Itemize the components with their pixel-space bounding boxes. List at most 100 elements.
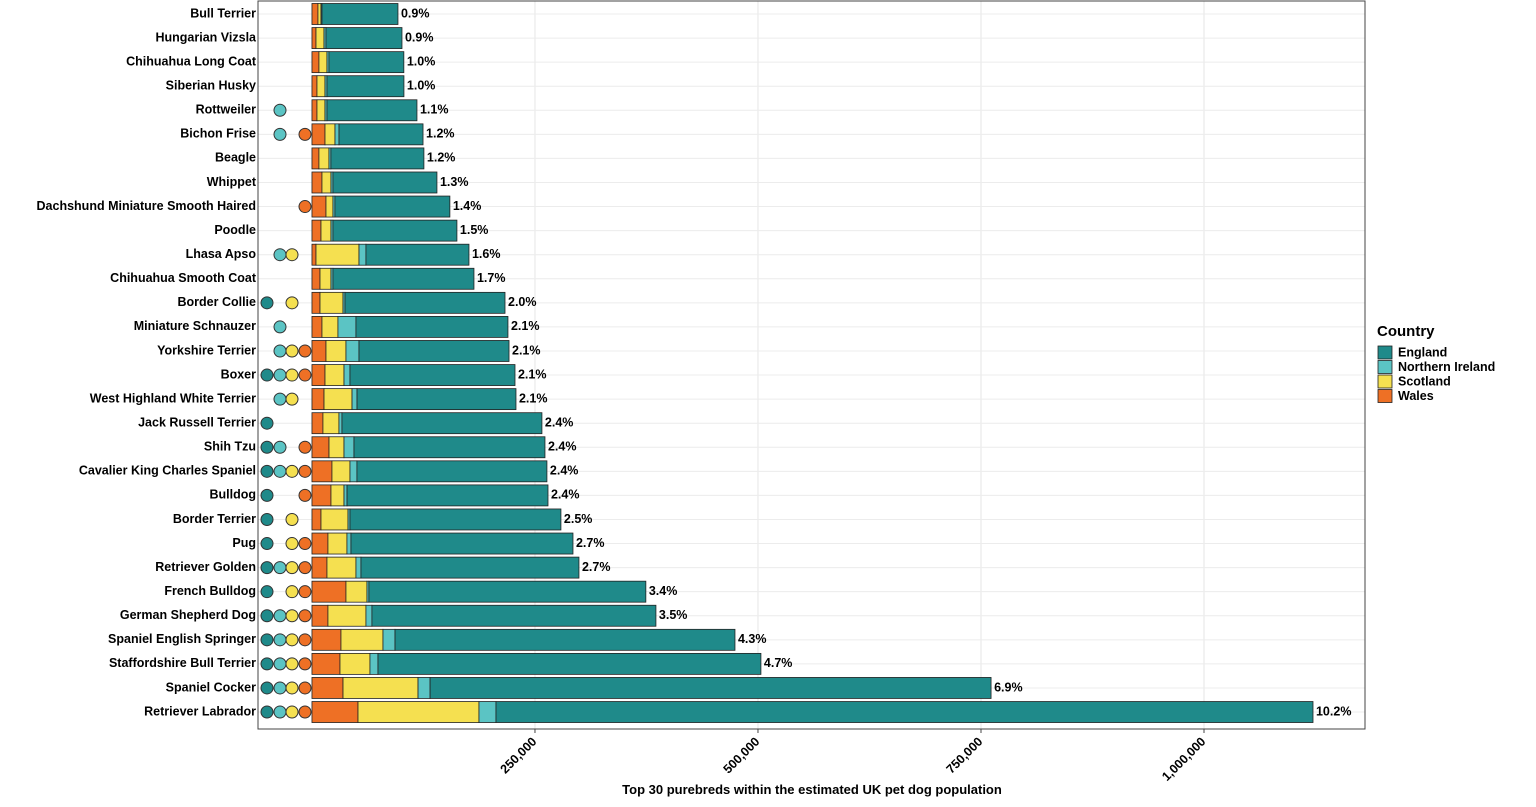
country-dot (260, 537, 274, 551)
country-dot (273, 320, 287, 334)
bar-segment (326, 556, 357, 579)
country-dot (260, 705, 274, 719)
bar-segment (311, 484, 332, 507)
bar-segment (311, 677, 344, 699)
country-dot (285, 585, 299, 599)
y-tick-label: Bichon Frise (180, 127, 256, 141)
bar-segment (311, 291, 321, 314)
y-tick-label: Rottweiler (196, 103, 257, 117)
total-share-label: 2.4% (550, 464, 579, 478)
bar-segment (311, 27, 317, 49)
country-dot (298, 585, 312, 599)
bar-segment (356, 460, 548, 483)
bar-segment (322, 412, 340, 435)
total-share-label: 3.5% (659, 608, 688, 622)
bar-segment (346, 532, 352, 555)
bar-segment (318, 51, 328, 74)
country-dot (298, 127, 312, 141)
bar-segment (311, 219, 322, 242)
y-tick-label: Jack Russell Terrier (138, 415, 256, 429)
bar-segment (349, 460, 358, 483)
bar-segment (311, 123, 326, 146)
y-tick-label: Staffordshire Bull Terrier (109, 656, 256, 670)
bar-segment (332, 267, 475, 290)
legend-key (1377, 360, 1393, 374)
bar-segment (311, 580, 347, 603)
country-dot (285, 705, 299, 719)
country-dot (273, 103, 287, 117)
total-share-label: 10.2% (1316, 704, 1351, 718)
bar-segment (356, 388, 517, 411)
country-dot (298, 464, 312, 478)
country-dot (285, 633, 299, 647)
y-tick-label: French Bulldog (164, 584, 256, 598)
y-tick-label: Spaniel Cocker (166, 680, 256, 694)
country-dot (298, 488, 312, 502)
country-dot (260, 440, 274, 454)
bar-segment (331, 460, 351, 483)
country-dot (273, 681, 287, 695)
bar-segment (311, 3, 319, 25)
country-dot (285, 368, 299, 382)
y-tick-label: Boxer (221, 367, 257, 381)
total-share-label: 1.7% (477, 271, 506, 285)
bar-segment (311, 701, 359, 723)
bar-segment (334, 123, 340, 146)
bar-segment (311, 99, 318, 122)
total-share-label: 4.7% (764, 656, 793, 670)
total-share-label: 2.1% (511, 319, 539, 333)
total-share-label: 2.1% (512, 343, 541, 357)
country-dot (285, 537, 299, 551)
legend-key (1377, 374, 1393, 389)
country-dot (285, 657, 299, 671)
bar-segment (327, 532, 348, 555)
bar-segment (343, 436, 355, 459)
bar-segment (311, 604, 329, 627)
total-share-label: 2.4% (545, 415, 574, 429)
bar-segment (338, 412, 343, 435)
country-dot (260, 657, 274, 671)
country-dot (298, 344, 312, 358)
y-tick-label: Bull Terrier (190, 6, 256, 20)
bar-segment (311, 171, 323, 194)
country-dot (285, 609, 299, 623)
country-dot (298, 561, 312, 575)
country-dot (285, 512, 299, 526)
bar-segment (358, 243, 367, 266)
country-dot (285, 464, 299, 478)
x-tick-label: 1,000,000 (1159, 735, 1208, 784)
y-tick-label: Yorkshire Terrier (157, 343, 256, 357)
country-dot (260, 609, 274, 623)
bar-segment (317, 3, 322, 25)
y-tick-label: Hungarian Vizsla (156, 30, 258, 44)
legend-label: Scotland (1398, 374, 1451, 388)
bar-segment (311, 652, 341, 675)
bar-segment (311, 147, 320, 170)
country-dot (260, 368, 274, 382)
bar-segment (365, 243, 470, 266)
legend-title: Country (1377, 323, 1435, 340)
bar-segment (311, 75, 318, 98)
bar-segment (344, 291, 506, 314)
total-share-label: 0.9% (401, 6, 430, 20)
country-dot (298, 705, 312, 719)
bar-segment (351, 388, 358, 411)
plot-frame (257, 0, 1366, 730)
x-tick-label: 750,000 (944, 735, 986, 777)
x-tick-label: 500,000 (721, 735, 763, 777)
country-dot (273, 705, 287, 719)
country-dot (273, 657, 287, 671)
bar-segment (365, 604, 373, 627)
y-tick-label: Chihuahua Long Coat (126, 54, 257, 68)
bar-segment (355, 556, 362, 579)
y-tick-label: Retriever Labrador (144, 704, 256, 718)
bar-segment (382, 628, 396, 651)
bar-segment (417, 677, 431, 699)
total-share-label: 2.7% (582, 560, 611, 574)
country-dot (298, 657, 312, 671)
bar-segment (332, 171, 438, 194)
bar-segment (346, 484, 549, 507)
bar-segment (321, 316, 339, 338)
bar-segment (311, 508, 322, 531)
y-tick-label: Poodle (214, 223, 256, 237)
